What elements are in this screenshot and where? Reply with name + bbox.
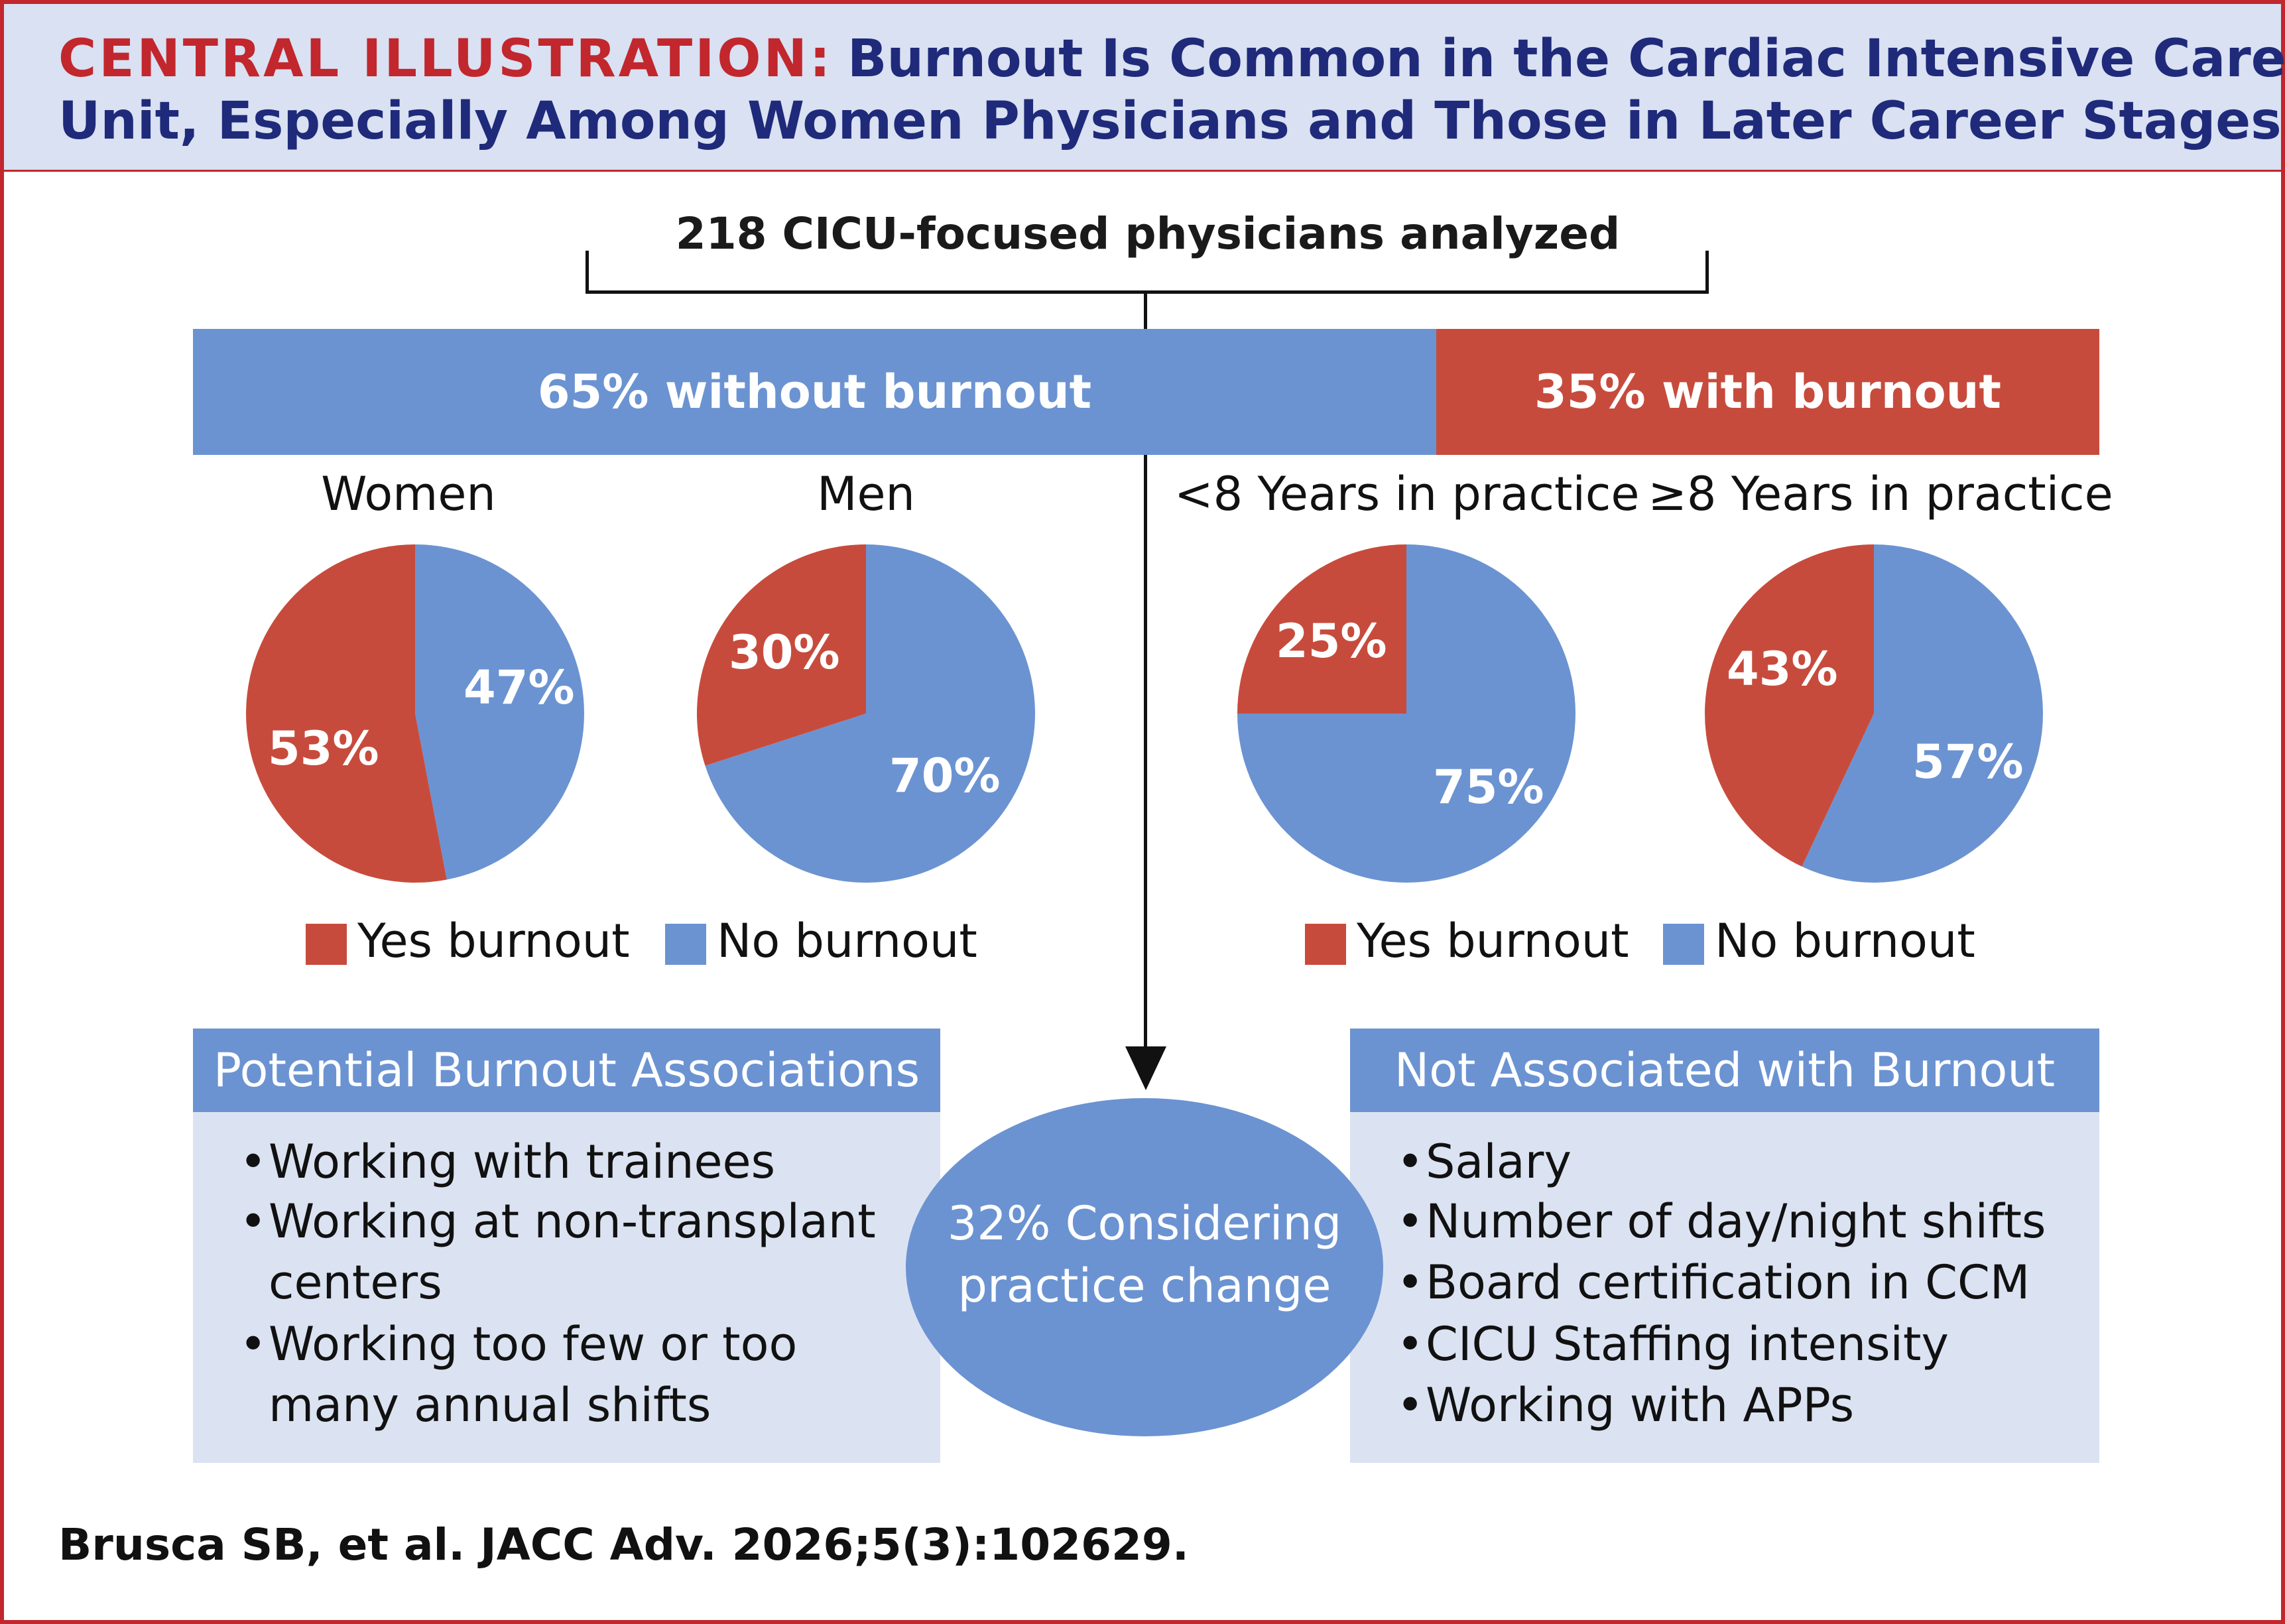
root-label: 218 CICU-focused physicians analyzed [675,208,1621,259]
over-8-yes-label: 43% [1727,642,1838,696]
associations-title: Potential Burnout Associations [193,1029,940,1112]
bracket-right-tick [1705,251,1709,294]
men-no-label: 70% [889,749,1001,803]
pie-title-men: Men [817,467,915,521]
pie-slice-no-burnout [705,544,1035,883]
with-burnout-bar: 35% with burnout [1436,329,2099,455]
association-item: •Working at non-transplant [239,1194,876,1249]
pie-title-women: Women [321,467,496,521]
association-item-continuation: centers [269,1255,442,1310]
flow-arrow-line [1144,455,1147,1055]
bullet-mark: • [239,1135,267,1189]
women-yes-label: 53% [268,721,379,776]
bullet-mark: • [1396,1317,1424,1371]
not-associated-item: •Number of day/night shifts [1396,1194,2046,1249]
legend-no-label-right: No burnout [1715,914,1975,968]
legend-yes-swatch-right [1305,924,1346,965]
bullet-mark: • [1396,1194,1424,1249]
men-yes-label: 30% [729,625,840,680]
pie-slice-yes-burnout [697,544,866,766]
not-associated-item: •Salary [1396,1135,1572,1189]
pie-slice-no-burnout [1802,544,2043,883]
pie-under-8-years [1237,544,1575,883]
pie-title-under-8-years: <8 Years in practice [1174,467,1640,521]
over-8-no-label: 57% [1912,735,2024,789]
pie-women [246,544,585,883]
pie-slice-yes-burnout [1237,544,1406,714]
association-text: Working too few or too [269,1317,798,1371]
not-associated-box [1350,1111,2099,1463]
bullet-mark: • [1396,1135,1424,1189]
bracket-horizontal [586,290,1709,294]
under-8-yes-label: 25% [1276,614,1387,668]
association-text: Working with trainees [269,1135,776,1189]
pie-slice-yes-burnout [1705,544,1874,867]
not-associated-text: Salary [1426,1135,1572,1189]
not-associated-item: •Board certification in CCM [1396,1255,2030,1310]
outcome-ellipse [906,1098,1383,1436]
legend-no-swatch-right [1663,924,1704,965]
bullet-mark: • [1396,1255,1424,1310]
bullet-mark: • [239,1194,267,1249]
pie-title-8-plus-years: ≥8 Years in practice [1648,467,2113,521]
outcome-line-2: practice change [957,1259,1331,1313]
not-associated-text: Board certification in CCM [1426,1255,2030,1310]
outcome-line-1: 32% Considering [947,1196,1342,1251]
not-associated-text: Working with APPs [1426,1378,1855,1432]
association-item-continuation: many annual shifts [269,1378,711,1432]
association-item: •Working too few or too [239,1317,797,1371]
association-item: •Working with trainees [239,1135,775,1189]
not-associated-text: CICU Staffing intensity [1426,1317,1949,1371]
outcome-text: 32% Considering practice change [906,1192,1383,1317]
not-associated-item: •CICU Staffing intensity [1396,1317,1949,1371]
bracket-left-tick [586,251,589,294]
legend-yes-swatch-left [306,924,347,965]
legend-no-swatch-left [665,924,706,965]
association-text: many annual shifts [269,1378,711,1432]
not-associated-item: •Working with APPs [1396,1378,1854,1432]
citation: Brusca SB, et al. JACC Adv. 2026;5(3):10… [58,1519,1189,1570]
title-text-1: Burnout Is Common in the Cardiac Intensi… [847,29,2285,89]
associations-box [193,1111,940,1463]
flow-arrow-head [1125,1046,1166,1090]
bullet-mark: • [239,1317,267,1371]
bullet-mark: • [1396,1378,1424,1432]
women-no-label: 47% [463,660,575,715]
not-associated-title: Not Associated with Burnout [1350,1029,2099,1112]
pie-slice-yes-burnout [246,544,447,883]
bracket-stem [1144,294,1147,329]
title-line-1: CENTRAL ILLUSTRATION: Burnout Is Common i… [58,29,2285,89]
association-text: centers [269,1255,442,1310]
association-text: Working at non-transplant [269,1194,876,1249]
title-line-2: Unit, Especially Among Women Physicians … [58,92,2282,151]
legend-yes-label-left: Yes burnout [357,914,630,968]
pie-men [697,544,1035,883]
legend-no-label-left: No burnout [717,914,977,968]
central-illustration-label: CENTRAL ILLUSTRATION: [58,29,834,89]
pie-8-plus-years [1705,544,2043,883]
legend-yes-label-right: Yes burnout [1357,914,1629,968]
not-associated-text: Number of day/night shifts [1426,1194,2046,1249]
without-burnout-bar: 65% without burnout [193,329,1436,455]
pie-slice-no-burnout [415,544,585,880]
under-8-no-label: 75% [1433,760,1544,814]
header: CENTRAL ILLUSTRATION: Burnout Is Common i… [4,4,2285,172]
